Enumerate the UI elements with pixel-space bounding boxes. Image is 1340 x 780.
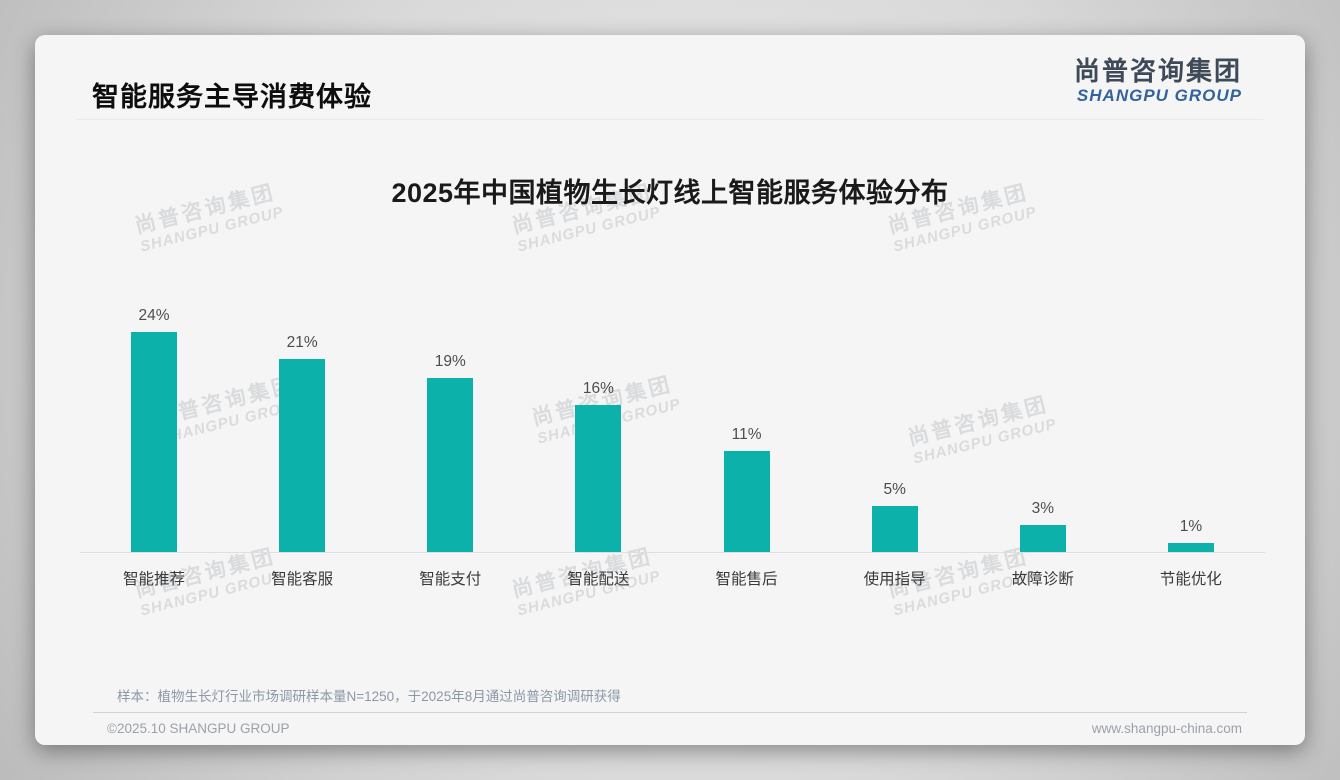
bar-value-label: 24% <box>138 306 170 324</box>
logo-text-cn: 尚普咨询集团 <box>1073 56 1242 86</box>
chart-title: 2025年中国植物生长灯线上智能服务体验分布 <box>391 178 949 208</box>
bar <box>131 331 178 552</box>
bar-category-label: 智能推荐 <box>123 571 186 588</box>
bar <box>1019 524 1066 552</box>
footer: ©2025.10 SHANGPU GROUP www.shangpu-china… <box>107 721 1242 736</box>
footer-divider <box>93 712 1247 713</box>
bar-category-label: 使用指导 <box>863 571 926 588</box>
logo-text-en: SHANGPU GROUP <box>1076 86 1242 106</box>
bar <box>427 377 474 552</box>
header-divider <box>77 119 1263 120</box>
bar-value-label: 11% <box>731 426 762 444</box>
bar-value-label: 5% <box>883 481 906 499</box>
page-title: 智能服务主导消费体验 <box>92 82 372 112</box>
bar <box>575 405 622 552</box>
bar-category-label: 节能优化 <box>1159 571 1222 588</box>
bar-value-label: 1% <box>1179 517 1203 535</box>
bar <box>723 451 770 552</box>
bar <box>279 359 326 552</box>
bar-category-label: 智能配送 <box>567 571 630 588</box>
sample-note: 样本：植物生长灯行业市场调研样本量N=1250，于2025年8月通过尚普咨询调研… <box>117 689 621 704</box>
company-logo: 尚普咨询集团 SHANGPU GROUP <box>1073 56 1242 106</box>
bar-value-label: 19% <box>434 352 466 370</box>
bar-value-label: 3% <box>1031 499 1055 517</box>
x-axis-line <box>80 552 1265 553</box>
bar-value-label: 21% <box>286 334 318 352</box>
slide-card: 尚普咨询集团 SHANGPU GROUP 尚普咨询集团 SHANGPU GROU… <box>35 35 1305 745</box>
bar-category-label: 智能售后 <box>715 571 778 588</box>
footer-copyright: ©2025.10 SHANGPU GROUP <box>107 721 290 736</box>
chart-plot: 24% 智能推荐 21% 智能客服 19% 智能支付 16% 智能配送 11% 智能售后 5% 使用指… <box>35 35 1305 745</box>
bar-category-label: 智能支付 <box>419 571 482 588</box>
bar <box>1167 542 1214 552</box>
bar <box>871 506 918 552</box>
footer-website: www.shangpu-china.com <box>1091 721 1242 736</box>
bar-category-label: 故障诊断 <box>1011 571 1074 588</box>
bar-category-label: 智能客服 <box>271 571 334 588</box>
bar-value-label: 16% <box>582 380 614 398</box>
